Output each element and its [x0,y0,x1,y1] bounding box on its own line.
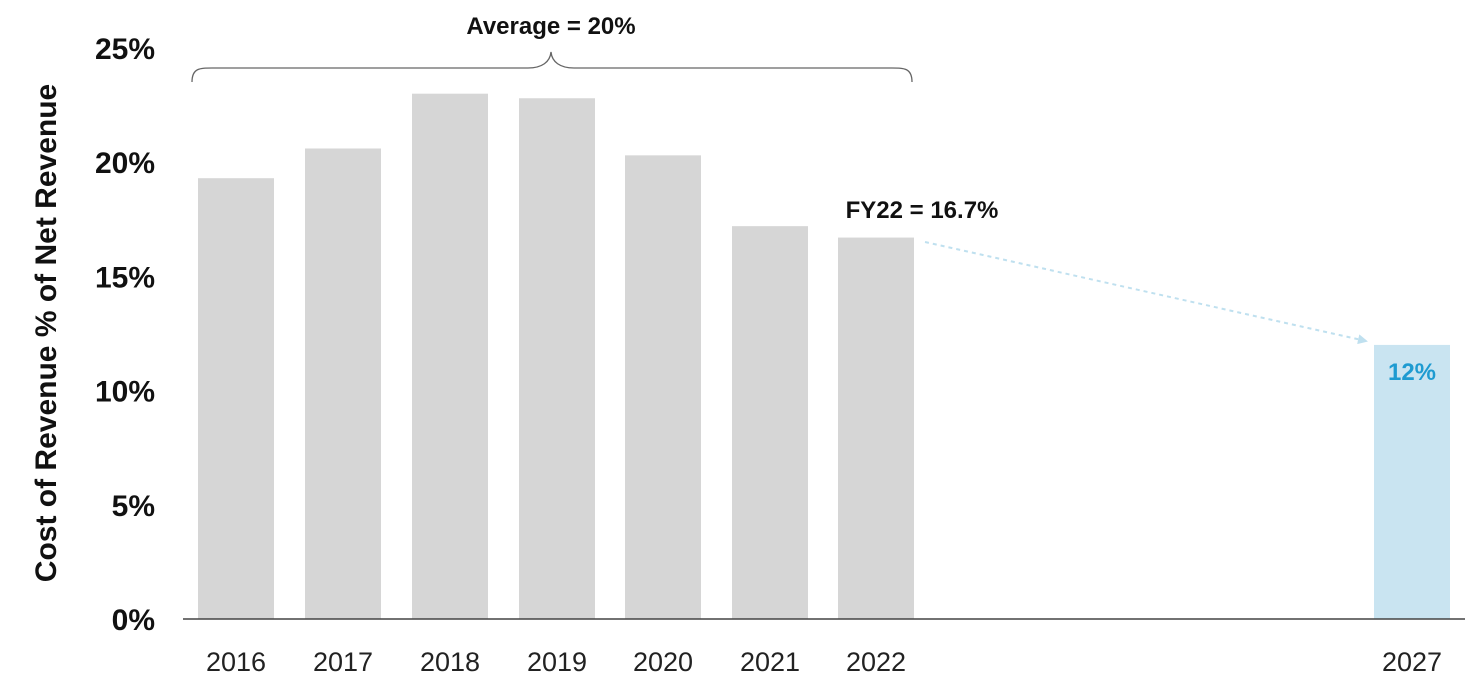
bar-2027 [1374,344,1450,619]
bar-2021 [732,226,808,620]
y-tick-label: 20% [95,147,155,180]
bars [198,93,1450,620]
x-tick-label-2020: 2020 [633,647,693,677]
y-axis-ticks: 0% 5% 10% 15% 20% 25% [95,33,155,637]
y-tick-label: 25% [95,33,155,66]
y-tick-label: 5% [112,490,155,523]
fy22-annotation: FY22 = 16.7% [846,197,999,224]
x-tick-label-2018: 2018 [420,647,480,677]
y-tick-label: 15% [95,261,155,294]
y-tick-label: 0% [112,604,155,637]
y-axis-label: Cost of Revenue % of Net Revenue [30,84,63,582]
x-tick-label-2017: 2017 [313,647,373,677]
bar-2019 [519,98,595,620]
x-tick-label-2019: 2019 [527,647,587,677]
x-tick-label-2021: 2021 [740,647,800,677]
data-label-2027: 12% [1388,359,1436,386]
y-tick-label: 10% [95,376,155,409]
bar-2016 [198,178,274,620]
average-brace [191,51,913,83]
average-annotation: Average = 20% [466,13,635,40]
trend-arrow [924,241,1368,345]
bar-2017 [305,148,381,619]
x-tick-label-2027: 2027 [1382,647,1442,677]
bar-2020 [625,155,701,619]
x-tick-label-2016: 2016 [206,647,266,677]
x-axis-ticks: 2016 2017 2018 2019 2020 2021 2022 2027 [206,647,1442,677]
bar-2022 [838,237,914,619]
bar-2018 [412,93,488,620]
x-tick-label-2022: 2022 [846,647,906,677]
